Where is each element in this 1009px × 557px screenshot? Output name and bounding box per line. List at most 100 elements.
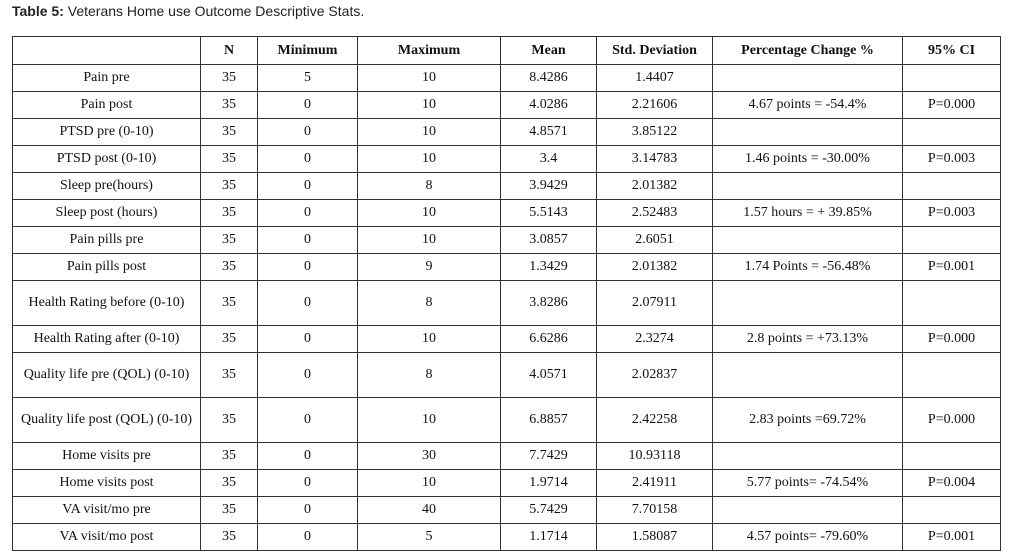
cell: 2.01382 xyxy=(596,253,713,281)
cell: 0 xyxy=(257,118,358,146)
cell: 0 xyxy=(257,199,358,227)
row-label: VA visit/mo pre xyxy=(12,496,201,524)
cell: 5.77 points= -74.54% xyxy=(712,469,903,497)
table-row: Home visits post 35 0 10 1.9714 2.41911 5.77 p… xyxy=(12,469,1001,497)
cell: P=0.001 xyxy=(902,523,1001,551)
cell: P=0.004 xyxy=(902,469,1001,497)
cell: 35 xyxy=(200,325,258,353)
cell: 35 xyxy=(200,496,258,524)
cell: 35 xyxy=(200,199,258,227)
cell: 5.7429 xyxy=(500,496,597,524)
cell: 0 xyxy=(257,397,358,443)
table-row: Home visits pre 35 0 30 7.7429 10.93118 xyxy=(12,442,1001,470)
cell xyxy=(712,64,903,92)
cell xyxy=(902,496,1001,524)
cell: 10 xyxy=(357,91,501,119)
header-cell xyxy=(12,36,201,65)
table-caption: Table 5: Veterans Home use Outcome Descr… xyxy=(12,3,364,19)
cell: 35 xyxy=(200,172,258,200)
table-row: Health Rating after (0-10) 35 0 10 6.6286 2.3… xyxy=(12,325,1001,353)
cell: 35 xyxy=(200,64,258,92)
caption-label: Table 5: xyxy=(12,3,64,19)
row-label: Health Rating before (0-10) xyxy=(12,280,201,326)
cell: 5 xyxy=(357,523,501,551)
cell: 6.6286 xyxy=(500,325,597,353)
cell: 5.5143 xyxy=(500,199,597,227)
cell: 10 xyxy=(357,118,501,146)
cell: 35 xyxy=(200,91,258,119)
cell: 5 xyxy=(257,64,358,92)
cell: P=0.003 xyxy=(902,145,1001,173)
stats-table: N Minimum Maximum Mean Std. Deviation Percent… xyxy=(12,36,1001,551)
table-row: VA visit/mo post 35 0 5 1.1714 1.58087 4.57 po… xyxy=(12,523,1001,551)
cell: 0 xyxy=(257,352,358,398)
row-label: Quality life post (QOL) (0-10) xyxy=(12,397,201,443)
cell: 35 xyxy=(200,397,258,443)
cell xyxy=(902,226,1001,254)
cell: 0 xyxy=(257,280,358,326)
cell xyxy=(712,442,903,470)
cell: 3.9429 xyxy=(500,172,597,200)
table-row: Sleep pre(hours) 35 0 8 3.9429 2.01382 xyxy=(12,172,1001,200)
cell: 3.0857 xyxy=(500,226,597,254)
cell: 0 xyxy=(257,469,358,497)
row-label: Pain pills post xyxy=(12,253,201,281)
cell: 8 xyxy=(357,352,501,398)
cell: 7.70158 xyxy=(596,496,713,524)
cell: 1.74 Points = -56.48% xyxy=(712,253,903,281)
table-row: Sleep post (hours) 35 0 10 5.5143 2.52483 1.57… xyxy=(12,199,1001,227)
cell: 10.93118 xyxy=(596,442,713,470)
cell: 1.4407 xyxy=(596,64,713,92)
cell: 0 xyxy=(257,523,358,551)
cell: 35 xyxy=(200,145,258,173)
cell: 35 xyxy=(200,442,258,470)
cell: 1.58087 xyxy=(596,523,713,551)
cell: 2.21606 xyxy=(596,91,713,119)
row-label: Sleep post (hours) xyxy=(12,199,201,227)
cell: 0 xyxy=(257,172,358,200)
header-cell: Maximum xyxy=(357,36,501,65)
cell: 0 xyxy=(257,442,358,470)
table-row: Pain pills pre 35 0 10 3.0857 2.6051 xyxy=(12,226,1001,254)
cell: 2.6051 xyxy=(596,226,713,254)
header-cell: Std. Deviation xyxy=(596,36,713,65)
cell: P=0.000 xyxy=(902,397,1001,443)
cell: 0 xyxy=(257,253,358,281)
cell: 3.85122 xyxy=(596,118,713,146)
table-row: PTSD pre (0-10) 35 0 10 4.8571 3.85122 xyxy=(12,118,1001,146)
row-label: Pain post xyxy=(12,91,201,119)
cell xyxy=(712,496,903,524)
cell: 10 xyxy=(357,469,501,497)
header-row: N Minimum Maximum Mean Std. Deviation Percent… xyxy=(12,36,1001,65)
cell: 2.52483 xyxy=(596,199,713,227)
cell: 1.1714 xyxy=(500,523,597,551)
cell xyxy=(902,172,1001,200)
cell: 35 xyxy=(200,226,258,254)
table-row: Quality life pre (QOL) (0-10) 35 0 8 4.0571 2… xyxy=(12,352,1001,398)
cell: 10 xyxy=(357,226,501,254)
cell: 0 xyxy=(257,226,358,254)
cell xyxy=(712,352,903,398)
caption-text: Veterans Home use Outcome Descriptive St… xyxy=(67,3,365,19)
cell: 6.8857 xyxy=(500,397,597,443)
cell xyxy=(902,442,1001,470)
cell xyxy=(712,118,903,146)
cell: 30 xyxy=(357,442,501,470)
cell: 1.46 points = -30.00% xyxy=(712,145,903,173)
row-label: PTSD post (0-10) xyxy=(12,145,201,173)
cell: 3.8286 xyxy=(500,280,597,326)
row-label: VA visit/mo post xyxy=(12,523,201,551)
row-label: PTSD pre (0-10) xyxy=(12,118,201,146)
cell: 10 xyxy=(357,145,501,173)
cell: 7.7429 xyxy=(500,442,597,470)
header-cell: Minimum xyxy=(257,36,358,65)
cell: 10 xyxy=(357,199,501,227)
cell: P=0.001 xyxy=(902,253,1001,281)
row-label: Sleep pre(hours) xyxy=(12,172,201,200)
cell: 35 xyxy=(200,280,258,326)
cell: 4.0571 xyxy=(500,352,597,398)
cell: 2.41911 xyxy=(596,469,713,497)
cell: 8 xyxy=(357,172,501,200)
header-cell: N xyxy=(200,36,258,65)
